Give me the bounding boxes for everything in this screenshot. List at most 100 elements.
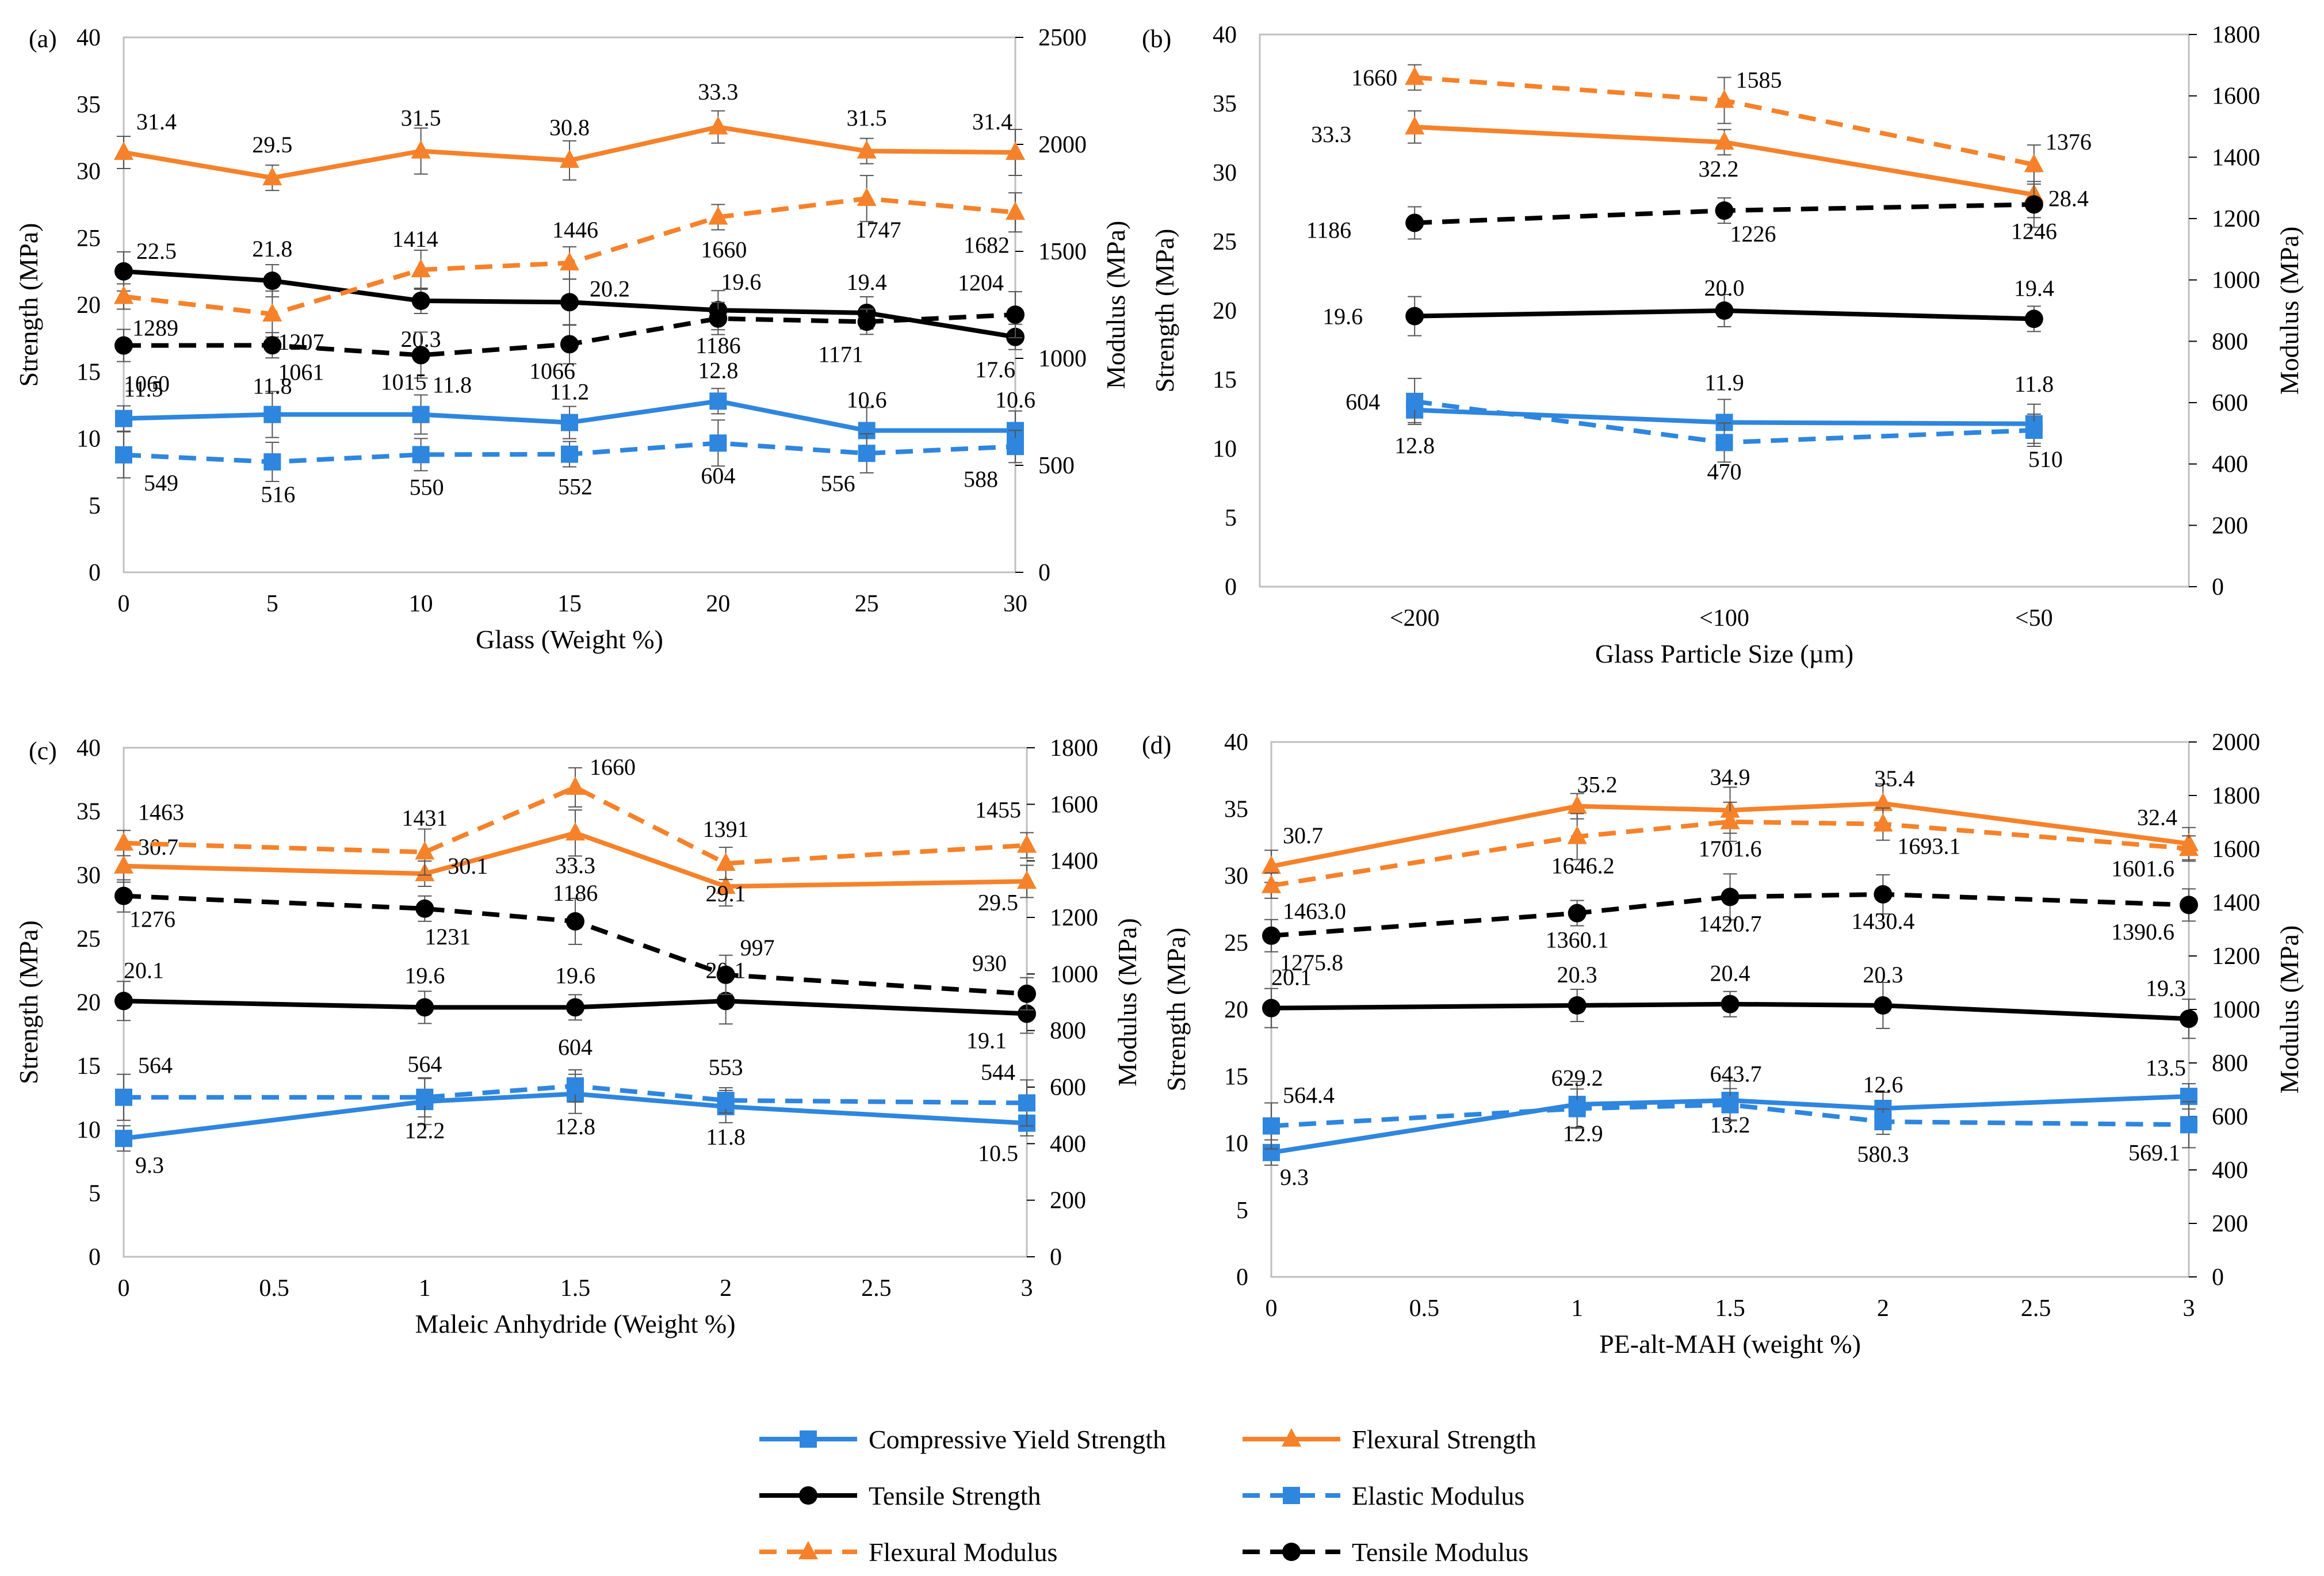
data-label: 1204 [958,270,1004,296]
data-point-marker [1721,1096,1739,1114]
series-line [123,785,1027,866]
panel-label: (a) [29,25,57,53]
x-tick-label: 3 [1021,1275,1033,1302]
data-label: 588 [964,466,998,492]
data-point-marker [708,116,728,135]
legend-item-elastic-modulus: Elastic Modulus [1243,1481,1524,1510]
y2-tick-label: 1400 [1050,848,1098,875]
y-tick-label: 35 [77,799,101,825]
panel-label: (d) [1142,731,1171,759]
y2-tick-label: 1000 [2212,267,2260,294]
y2-tick-label: 600 [2212,390,2248,416]
legend: Compressive Yield Strength Flexural Stren… [759,1425,1536,1567]
data-point-marker [709,392,727,410]
y2-tick-label: 1800 [2212,22,2260,48]
y2-tick-label: 2000 [1038,132,1087,158]
legend-item-tensile-strength: Tensile Strength [759,1481,1041,1510]
data-label: 1226 [1730,221,1776,247]
data-label: 9.3 [1280,1164,1309,1190]
data-label: 1431 [402,805,448,831]
y2-tick-label: 1200 [1050,905,1098,931]
data-label: 20.0 [1704,275,1745,301]
x-axis-title: Glass Particle Size (µm) [1595,639,1853,668]
data-label: 31.5 [847,105,887,131]
data-label: 32.4 [2137,805,2177,831]
series-elastic-modulus: 564.4 629.2 643.7 580.3 569.1 [1263,1061,2197,1167]
data-label: 11.5 [124,376,163,402]
y-tick-label: 35 [1213,91,1237,117]
legend-label: Elastic Modulus [1352,1481,1524,1510]
series-flex-modulus: 1289 1207 1414 1446 1660 1747 1682 [114,175,1025,355]
y2-axis-title: Modulus (MPa) [2275,227,2304,395]
data-label: 1061 [278,359,324,385]
data-label: 35.2 [1577,772,1618,798]
data-label: 17.6 [975,357,1015,382]
data-point-marker [1568,1100,1586,1118]
data-point-marker [1262,874,1281,893]
data-label: 580.3 [1857,1141,1909,1167]
data-point-marker [114,262,133,281]
data-point-marker [1405,307,1424,326]
data-point-marker [1263,1117,1280,1135]
series-elastic-modulus: 604 470 510 [1346,377,2063,484]
data-label: 604 [1346,389,1380,415]
series-flex-strength: 33.3 32.2 28.4 [1311,110,2089,219]
data-label: 1747 [855,217,901,243]
series-elastic-modulus: 564 564 604 553 544 [115,1034,1035,1127]
y2-tick-label: 2500 [1038,25,1087,51]
data-point-marker [415,841,435,860]
y-tick-label: 35 [1224,796,1248,823]
legend-label: Tensile Strength [869,1481,1041,1510]
legend-item-flex-modulus: Flexural Modulus [759,1537,1057,1567]
series-comp-yield: 11.5 11.8 11.8 11.2 12.8 10.6 10.6 [115,357,1035,454]
data-point-marker [1720,810,1740,829]
data-point-marker [1567,795,1587,814]
x-axis-title: PE-alt-MAH (weight %) [1599,1329,1861,1359]
y2-tick-label: 200 [2212,1211,2248,1237]
data-label: 19.4 [2014,275,2054,301]
data-label: 1376 [2046,129,2092,155]
x-tick-label: 0.5 [1409,1295,1440,1322]
data-label: 1693.1 [1897,833,1960,859]
y2-tick-label: 1000 [1038,346,1087,372]
y2-tick-label: 400 [2212,452,2248,478]
data-point-marker [1721,888,1740,906]
data-label: 569.1 [2128,1139,2180,1165]
data-label: 35.4 [1874,766,1914,791]
data-point-marker [1715,301,1734,320]
x-tick-label: 0 [1266,1295,1278,1322]
data-label: 11.2 [550,379,590,405]
data-label: 1682 [964,232,1010,258]
y2-axis-title: Modulus (MPa) [1113,918,1142,1087]
data-point-marker [2025,422,2043,439]
data-point-marker [2180,1009,2198,1028]
data-label: 1660 [1351,65,1397,91]
x-tick-label: <50 [2015,605,2053,632]
data-point-marker [416,1088,434,1106]
legend-marker [799,1486,817,1505]
data-label: 552 [558,474,593,500]
data-label: 32.2 [1699,156,1739,182]
data-point-marker [262,167,282,186]
y-tick-label: 40 [77,735,101,762]
x-axis-title: Maleic Anhydride (Weight %) [415,1309,735,1338]
data-point-marker [1714,131,1734,150]
x-tick-label: 10 [409,591,433,617]
data-point-marker [411,346,430,365]
data-label: 31.4 [972,109,1012,135]
y2-tick-label: 1600 [2212,836,2260,863]
series-tensile-strength: 20.119.619.620.119.1 [114,957,1036,1053]
y2-tick-label: 1800 [2212,783,2260,809]
data-point-marker [263,406,281,423]
data-label: 1060 [124,371,170,397]
series-line [1271,819,2189,888]
x-tick-label: <200 [1390,605,1440,632]
data-point-marker [1018,1094,1035,1112]
data-label: 13.5 [2146,1055,2186,1081]
data-point-marker [561,445,578,463]
data-point-marker [114,992,133,1011]
data-point-marker [857,140,877,159]
data-point-marker [708,206,728,225]
legend-item-flex-strength: Flexural Strength [1243,1425,1536,1454]
